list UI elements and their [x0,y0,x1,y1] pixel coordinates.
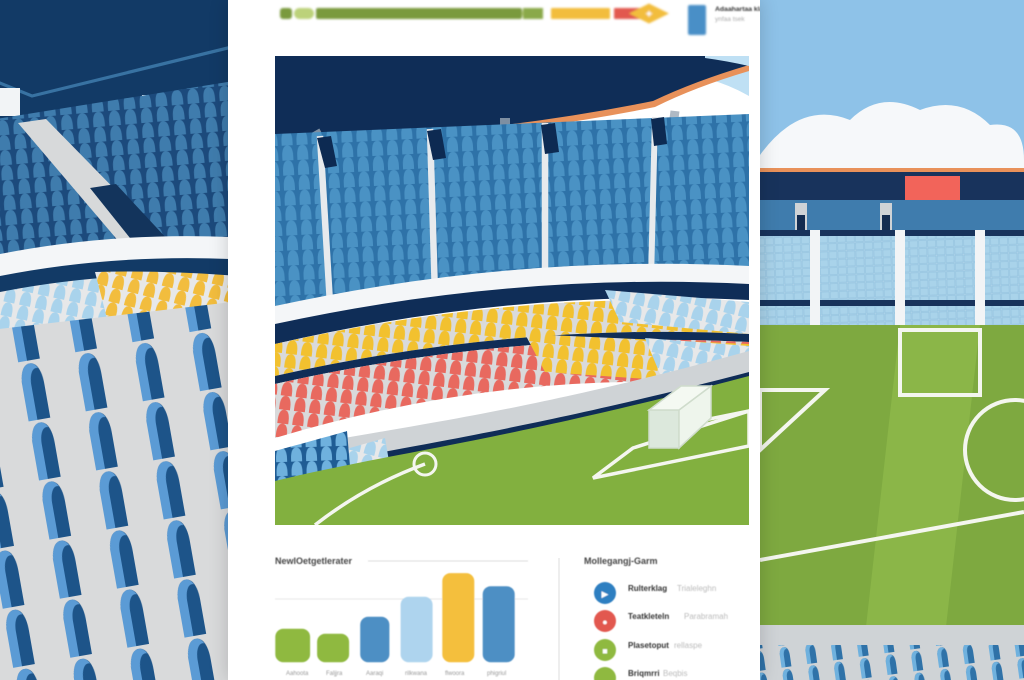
svg-text:Adaahartaa klaaf: Adaahartaa klaaf [715,6,760,13]
svg-text:Trialeleghn: Trialeleghn [677,584,716,593]
svg-text:ynfaa tsek: ynfaa tsek [715,16,745,23]
svg-text:▶: ▶ [602,589,609,599]
svg-text:rilkwana: rilkwana [405,671,428,677]
svg-text:Mollegangj-Garm: Mollegangj-Garm [584,556,658,566]
svg-text:Faljjra: Faljjra [326,671,343,677]
svg-text:Beqbis: Beqbis [663,669,687,678]
svg-text:Aaraqi: Aaraqi [366,671,383,677]
svg-text:■: ■ [602,646,607,656]
svg-text:Plasetoput: Plasetoput [628,641,669,650]
svg-text:rellaspe: rellaspe [674,641,703,650]
svg-text:●: ● [602,617,607,627]
svg-text:✦: ✦ [645,9,653,19]
svg-text:Aahoota: Aahoota [286,671,309,677]
svg-text:phigriul: phigriul [487,671,506,677]
svg-text:Parabramah: Parabramah [684,612,728,621]
svg-text:NewlOetgetlerater: NewlOetgetlerater [275,556,353,566]
svg-text:flwoora: flwoora [445,671,465,677]
svg-text:Teatkleteln: Teatkleteln [628,612,669,621]
svg-text:Briqmrri: Briqmrri [628,669,660,678]
svg-text:Rulterklag: Rulterklag [628,584,667,593]
